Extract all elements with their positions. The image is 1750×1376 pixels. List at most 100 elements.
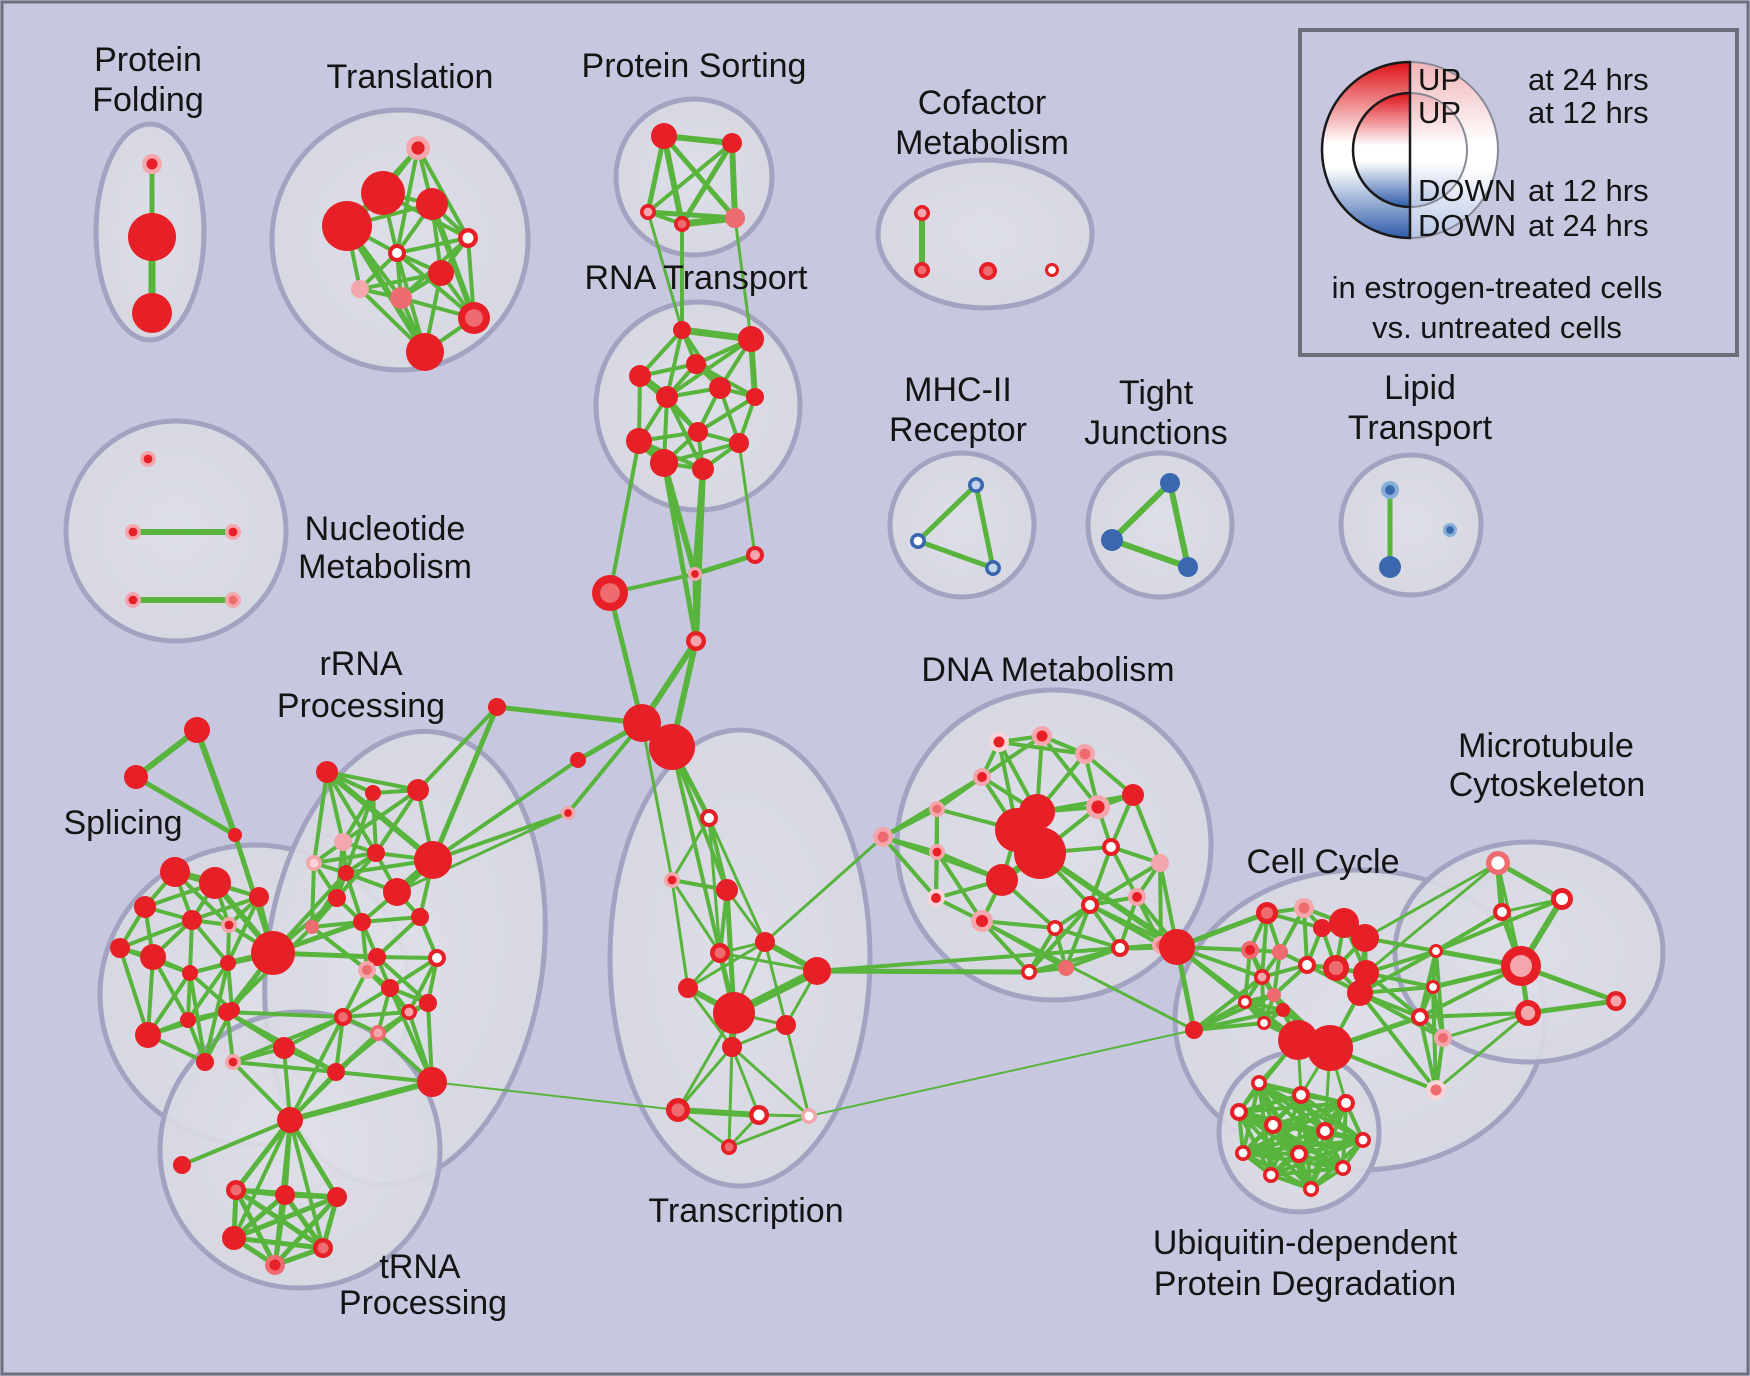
- edge: [1495, 860, 1565, 902]
- node-splicing: [160, 857, 190, 887]
- bridge-node-core: [600, 583, 620, 603]
- node-translation-core: [411, 141, 425, 155]
- node-trna-processing-core: [269, 1259, 281, 1271]
- edge: [815, 946, 1122, 973]
- node-rrna-processing: [305, 920, 319, 934]
- edge: [727, 1114, 811, 1149]
- edge: [980, 919, 1031, 974]
- edge: [640, 721, 674, 882]
- node-rrna-processing: [218, 1003, 236, 1021]
- cluster-label-rrna-processing: Processing: [277, 687, 445, 725]
- edge: [325, 770, 378, 855]
- edge: [395, 236, 470, 255]
- cluster-region-mhc-ii-receptor: [887, 450, 1037, 600]
- edge: [814, 968, 1032, 975]
- edge: [661, 133, 685, 227]
- node-protein-sorting: [651, 123, 677, 149]
- bridge-node: [228, 828, 242, 842]
- edge: [973, 482, 996, 571]
- node-cofactor-metabolism-core: [917, 208, 927, 218]
- edge: [763, 940, 788, 1027]
- node-splicing: [251, 931, 295, 975]
- node-mhc-ii-receptor-core: [971, 480, 981, 490]
- node-nucleotide-metabolism-core: [143, 454, 153, 464]
- edge: [395, 251, 476, 320]
- bridge-node: [124, 765, 148, 789]
- node-rrna-processing: [327, 1063, 345, 1081]
- node-rrna-processing: [273, 1037, 295, 1059]
- node-microtubule-cytoskeleton-core: [1491, 856, 1505, 870]
- node-rna-transport: [656, 386, 678, 408]
- cluster-label-trna-processing: tRNA: [379, 1248, 461, 1286]
- node-dna-metabolism-core: [1079, 748, 1091, 760]
- node-cell-cycle: [1347, 980, 1373, 1006]
- edge: [1418, 1015, 1438, 1092]
- edge: [1237, 1101, 1348, 1114]
- node-transcription: [678, 978, 698, 998]
- node-nucleotide-metabolism-core: [228, 527, 238, 537]
- bridge-node: [173, 1156, 191, 1174]
- edge: [494, 704, 645, 726]
- edge: [808, 1029, 1195, 1117]
- edge: [784, 1023, 811, 1118]
- node-ubiquitin-dependent-protein-degradation-core: [1266, 1170, 1276, 1180]
- edge: [607, 590, 645, 726]
- edge: [665, 328, 684, 399]
- cluster-label-protein-folding: Folding: [92, 81, 204, 119]
- node-ubiquitin-dependent-protein-degradation-core: [1296, 1090, 1306, 1100]
- node-splicing: [182, 965, 198, 981]
- edge: [233, 1117, 293, 1193]
- edge: [696, 395, 757, 434]
- edge: [431, 811, 570, 862]
- edge: [118, 946, 150, 1037]
- node-rna-transport: [738, 326, 764, 352]
- node-rrna-processing-core: [228, 1057, 238, 1067]
- node-splicing: [140, 944, 166, 970]
- node-translation: [406, 333, 444, 371]
- edge: [133, 774, 238, 838]
- cluster-region-tight-junctions: [1085, 450, 1235, 600]
- node-dna-metabolism-core: [993, 736, 1005, 748]
- edge: [646, 210, 684, 332]
- cluster-label-protein-sorting: Protein Sorting: [582, 47, 807, 85]
- node-transcription: [776, 1015, 796, 1035]
- node-dna-metabolism-core: [1091, 800, 1105, 814]
- edge: [707, 816, 767, 944]
- node-protein-sorting: [722, 133, 742, 153]
- node-microtubule-cytoskeleton-core: [1510, 955, 1532, 977]
- node-transcription-core: [714, 947, 726, 959]
- bridge-node-core: [564, 809, 572, 817]
- bridge-node-core: [691, 570, 699, 578]
- legend-dir-up-12: UP: [1418, 95, 1461, 130]
- edge: [325, 770, 345, 844]
- node-translation: [428, 260, 454, 286]
- cluster-label-lipid-transport: Lipid: [1384, 369, 1456, 407]
- edge: [388, 986, 434, 1084]
- node-rrna-processing: [334, 833, 352, 851]
- edge: [670, 878, 690, 990]
- cluster-label-nucleotide-metabolism: Metabolism: [298, 548, 472, 586]
- node-dna-metabolism: [1159, 929, 1195, 965]
- cluster-label-trna-processing: Processing: [339, 1284, 507, 1322]
- node-rna-transport: [650, 449, 678, 477]
- node-cell-cycle-core: [1415, 1012, 1425, 1022]
- node-ubiquitin-dependent-protein-degradation-core: [1254, 1078, 1264, 1088]
- legend-footer-line1: in estrogen-treated cells: [1332, 270, 1663, 305]
- node-cell-cycle-core: [1257, 972, 1267, 982]
- edge: [287, 1079, 435, 1123]
- edge: [665, 337, 753, 399]
- node-rna-transport: [629, 365, 651, 387]
- node-dna-metabolism-core: [1024, 967, 1034, 977]
- cluster-label-protein-folding: Protein: [94, 41, 202, 79]
- cluster-label-splicing: Splicing: [63, 804, 182, 842]
- edge: [980, 919, 1057, 930]
- node-rrna-processing: [383, 878, 411, 906]
- node-rrna-processing: [367, 844, 385, 862]
- node-translation-core: [392, 248, 402, 258]
- edge: [935, 850, 984, 923]
- node-rrna-processing: [407, 779, 429, 801]
- edge: [375, 955, 430, 1005]
- edge: [371, 791, 378, 855]
- node-dna-metabolism-core: [975, 914, 989, 928]
- node-nucleotide-metabolism-core: [228, 595, 238, 605]
